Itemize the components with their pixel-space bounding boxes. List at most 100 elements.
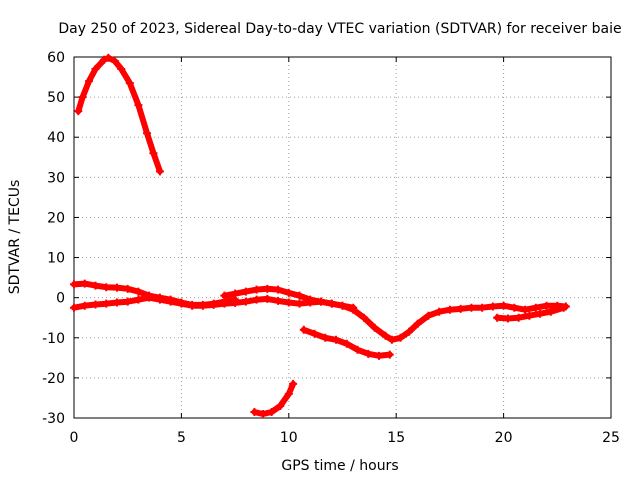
data-point <box>435 307 444 316</box>
data-point <box>252 285 261 294</box>
data-point <box>385 350 394 359</box>
data-point <box>405 327 414 336</box>
series-arc-5 <box>251 380 297 417</box>
data-point <box>267 407 276 416</box>
data-point <box>125 79 134 88</box>
data-point <box>525 311 534 320</box>
x-tick-label: 0 <box>70 430 79 446</box>
data-point <box>102 283 111 292</box>
data-point <box>381 331 390 340</box>
x-tick-label: 15 <box>387 430 405 446</box>
y-tick-label: -30 <box>42 411 65 427</box>
data-point <box>112 283 121 292</box>
data-point <box>110 57 119 66</box>
data-point <box>364 349 373 358</box>
x-tick-label: 25 <box>602 430 620 446</box>
data-point <box>503 314 512 323</box>
data-point <box>85 77 94 86</box>
data-point <box>332 335 341 344</box>
data-point <box>493 313 502 322</box>
data-point <box>542 301 551 310</box>
data-point <box>445 305 454 314</box>
x-tick-label: 5 <box>177 430 186 446</box>
chart-title: Day 250 of 2023, Sidereal Day-to-day VTE… <box>58 21 621 37</box>
data-point <box>155 167 164 176</box>
data-point <box>91 65 100 74</box>
data-point <box>149 149 158 158</box>
data-point <box>276 401 285 410</box>
data-point <box>274 285 283 294</box>
x-axis-label: GPS time / hours <box>281 458 398 474</box>
data-point <box>188 301 197 310</box>
data-point <box>241 287 250 296</box>
data-point <box>263 284 272 293</box>
data-point <box>134 101 143 110</box>
x-tick-label: 10 <box>280 430 298 446</box>
data-point <box>241 297 250 306</box>
data-point <box>123 297 132 306</box>
y-tick-label: 0 <box>56 291 65 307</box>
y-tick-label: 50 <box>47 90 65 106</box>
data-point <box>510 303 519 312</box>
data-point <box>78 93 87 102</box>
data-point <box>209 300 218 309</box>
data-point <box>306 295 315 304</box>
data-point <box>143 129 152 138</box>
data-point <box>284 298 293 307</box>
data-point <box>284 288 293 297</box>
data-point <box>353 345 362 354</box>
data-point <box>295 291 304 300</box>
data-point <box>559 303 568 312</box>
data-point <box>112 298 121 307</box>
data-point <box>91 300 100 309</box>
data-point <box>100 55 109 64</box>
y-tick-label: 20 <box>47 210 65 226</box>
data-point <box>145 293 154 302</box>
y-tick-label: -10 <box>42 331 65 347</box>
y-tick-label: 60 <box>47 50 65 66</box>
data-point <box>536 309 545 318</box>
data-point <box>70 280 78 289</box>
data-point <box>252 295 261 304</box>
y-tick-label: -20 <box>42 371 65 387</box>
data-point <box>456 304 465 313</box>
data-point <box>299 325 308 334</box>
plot-frame <box>73 56 612 419</box>
data-point <box>488 302 497 311</box>
data-point <box>396 333 405 342</box>
y-axis-label: SDTVAR / TECUs <box>7 180 23 295</box>
data-point <box>155 295 164 304</box>
y-tick-label: 30 <box>47 170 65 186</box>
data-point <box>80 301 89 310</box>
data-point <box>375 351 384 360</box>
data-point <box>220 299 229 308</box>
data-point <box>349 303 358 312</box>
data-point <box>370 323 379 332</box>
y-tick-label: 40 <box>47 130 65 146</box>
axis-ticks: 0 5 10 15 20 25 -30 -20 -10 0 10 20 30 40 50 60 <box>42 50 620 446</box>
data-point <box>123 284 132 293</box>
data-point <box>231 289 240 298</box>
data-point <box>263 294 272 303</box>
data-point <box>327 299 336 308</box>
data-point <box>177 299 186 308</box>
data-point <box>70 303 78 312</box>
data-point <box>104 53 113 62</box>
series-arc-1 <box>75 54 163 175</box>
y-tick-label: 10 <box>47 251 65 267</box>
data-point <box>166 297 175 306</box>
data-point <box>531 303 540 312</box>
data-point <box>198 301 207 310</box>
data-point <box>117 65 126 74</box>
data-point <box>134 295 143 304</box>
data-point <box>231 298 240 307</box>
data-point <box>499 301 508 310</box>
data-point <box>321 333 330 342</box>
data-point <box>478 303 487 312</box>
data-point <box>317 297 326 306</box>
data-point <box>284 389 293 398</box>
data-point <box>342 339 351 348</box>
data-point <box>102 299 111 308</box>
data-point <box>546 307 555 316</box>
